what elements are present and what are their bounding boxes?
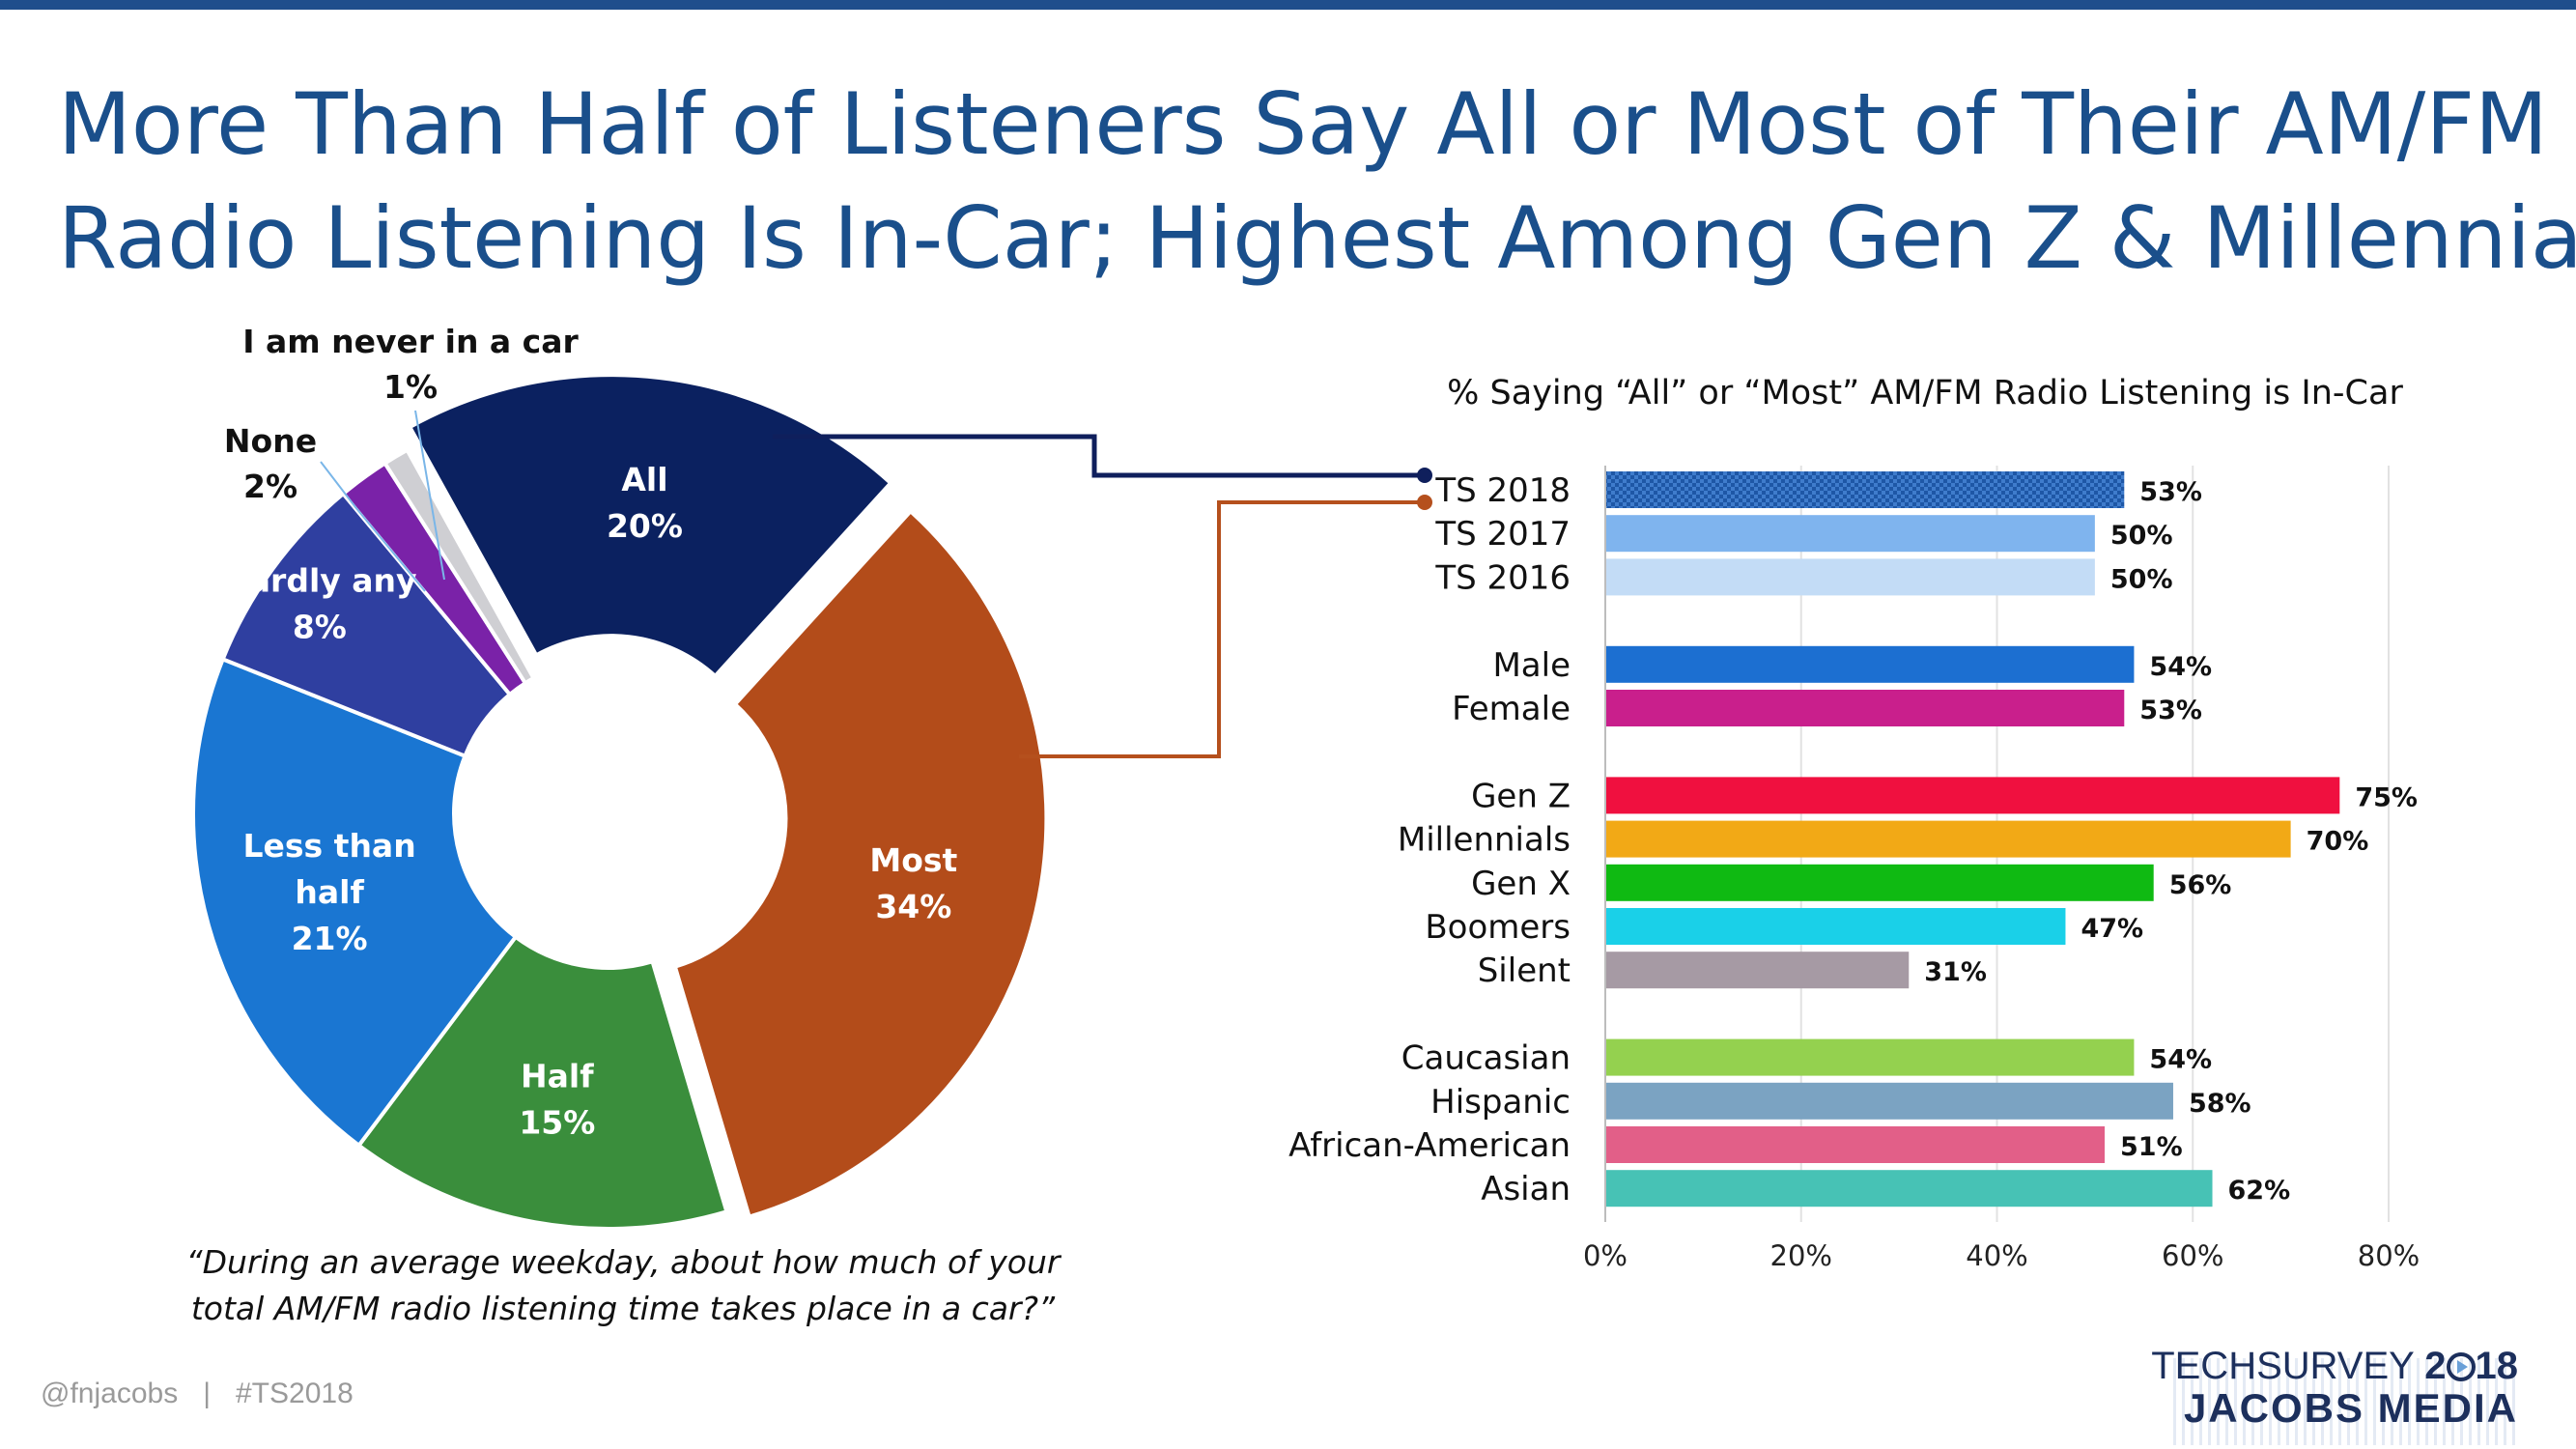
x-tick-label-40: 40%: [1966, 1239, 2027, 1272]
leader-line-never-in-car: [414, 410, 445, 581]
slice-label-less-than-half: Less than half 21%: [242, 827, 415, 957]
bar-value-female: 53%: [2139, 696, 2202, 725]
bar-category-silent: Silent: [1478, 952, 1571, 990]
play-button-icon: [2446, 1352, 2476, 1381]
bar-value-gen-x: 56%: [2169, 870, 2232, 900]
brand-company: JACOBS MEDIA: [2183, 1385, 2518, 1431]
bar-value-ts-2017: 50%: [2110, 521, 2173, 551]
twitter-handle[interactable]: @fnjacobs: [41, 1378, 179, 1409]
bar-female: [1605, 690, 2125, 726]
question-line-2: total AM/FM radio listening time takes p…: [190, 1290, 1056, 1327]
bar-value-caucasian: 54%: [2149, 1045, 2212, 1075]
bar-category-hispanic: Hispanic: [1430, 1083, 1571, 1122]
bar-boomers: [1605, 908, 2066, 945]
bar-ts-2016: [1605, 558, 2095, 596]
donut-slice-half: [355, 934, 729, 1231]
brand-equalizer-graphic: [2173, 1358, 2521, 1445]
bar-value-silent: 31%: [1924, 957, 1987, 987]
bar-value-asian: 62%: [2228, 1176, 2291, 1206]
survey-question: “During an average weekday, about how mu…: [174, 1239, 1072, 1332]
bar-gen-x: [1605, 864, 2154, 901]
bar-category-ts-2016: TS 2016: [1434, 558, 1571, 597]
slice-label-never-in-car: I am never in a car: [242, 323, 579, 360]
x-tick-label-60: 60%: [2162, 1239, 2223, 1272]
connector-all-to-ts2018: [773, 434, 1425, 478]
footer-separator: |: [203, 1378, 211, 1409]
slice-value-none: 2%: [243, 468, 297, 505]
footer-social: @fnjacobs | #TS2018: [41, 1378, 354, 1410]
slice-label-hardly-any: Hardly any 8%: [222, 561, 416, 645]
brand-logo: TECHSURVEY 2 18 JACOBS MEDIA: [2151, 1345, 2518, 1430]
title-line-2: Radio Listening Is In-Car; Highest Among…: [58, 188, 2576, 288]
bar-category-ts-2018: TS 2018: [1434, 471, 1571, 510]
donut-slice-i-am-never-in-a-car: [382, 447, 537, 686]
bar-ts-2017: [1605, 515, 2095, 553]
slice-label-most: Most 34%: [869, 841, 957, 925]
slice-label-none: None: [224, 422, 317, 460]
question-line-1: “During an average weekday, about how mu…: [185, 1243, 1061, 1281]
bar-category-caucasian: Caucasian: [1401, 1039, 1571, 1078]
bar-chart-title: % Saying “All” or “Most” AM/FM Radio Lis…: [1447, 374, 2403, 412]
bar-category-boomers: Boomers: [1425, 908, 1571, 947]
connector-most-to-year-bars: [1019, 500, 1425, 758]
bar-gen-z: [1605, 777, 2340, 814]
connector-dot-most: [1417, 495, 1432, 510]
slice-label-all: All 20%: [607, 461, 683, 545]
donut-chart: All 20% Most 34% Half 15% Less than half 21% Hard…: [191, 323, 1049, 1231]
bar-category-african-american: African-American: [1288, 1126, 1571, 1165]
bar-category-asian: Asian: [1481, 1170, 1571, 1208]
slice-value-never-in-car: 1%: [383, 368, 438, 406]
bar-caucasian: [1605, 1038, 2135, 1076]
bar-category-female: Female: [1452, 690, 1571, 728]
bar-value-ts-2018: 53%: [2139, 477, 2202, 507]
bar-value-gen-z: 75%: [2355, 782, 2418, 812]
bar-african-american: [1605, 1126, 2106, 1163]
top-rule: [0, 0, 2576, 10]
bar-value-ts-2016: 50%: [2110, 564, 2173, 594]
x-tick-label-20: 20%: [1770, 1239, 1832, 1272]
bar-category-gen-x: Gen X: [1471, 865, 1571, 903]
hashtag[interactable]: #TS2018: [236, 1378, 354, 1409]
bar-value-african-american: 51%: [2120, 1132, 2183, 1162]
leader-line-none: [320, 461, 426, 592]
bar-value-hispanic: 58%: [2189, 1089, 2251, 1119]
bar-category-millennials: Millennials: [1398, 821, 1571, 860]
brand-year-suffix: 18: [2475, 1345, 2519, 1387]
bar-chart: % Saying “All” or “Most” AM/FM Radio Lis…: [1288, 374, 2420, 1272]
bar-asian: [1605, 1170, 2213, 1208]
bar-ts-2018: [1605, 471, 2125, 508]
slice-label-half: Half 15%: [519, 1057, 595, 1141]
x-tick-label-0: 0%: [1583, 1239, 1628, 1272]
x-tick-label-80: 80%: [2358, 1239, 2420, 1272]
bar-hispanic: [1605, 1082, 2173, 1120]
bar-category-gen-z: Gen Z: [1471, 777, 1571, 815]
bar-category-male: Male: [1492, 646, 1571, 685]
page-title: More Than Half of Listeners Say All or M…: [58, 68, 2576, 296]
bar-millennials: [1605, 820, 2291, 858]
donut-slice-most: [672, 508, 1049, 1220]
brand-year-prefix: 2: [2424, 1345, 2447, 1387]
donut-slice-hardly-any: [220, 491, 513, 759]
connectors: [773, 434, 1432, 758]
donut-slice-less-than-half: [191, 656, 519, 1149]
bar-category-ts-2017: TS 2017: [1434, 515, 1571, 554]
connector-dot-ts2018: [1417, 468, 1432, 483]
donut-slice-all: [407, 373, 893, 679]
bar-value-boomers: 47%: [2081, 914, 2143, 944]
bar-value-millennials: 70%: [2307, 827, 2369, 857]
bar-value-male: 54%: [2149, 652, 2212, 682]
brand-word: TECHSURVEY: [2151, 1345, 2415, 1387]
bar-silent: [1605, 952, 1910, 989]
bar-male: [1605, 645, 2135, 683]
title-line-1: More Than Half of Listeners Say All or M…: [58, 74, 2548, 174]
